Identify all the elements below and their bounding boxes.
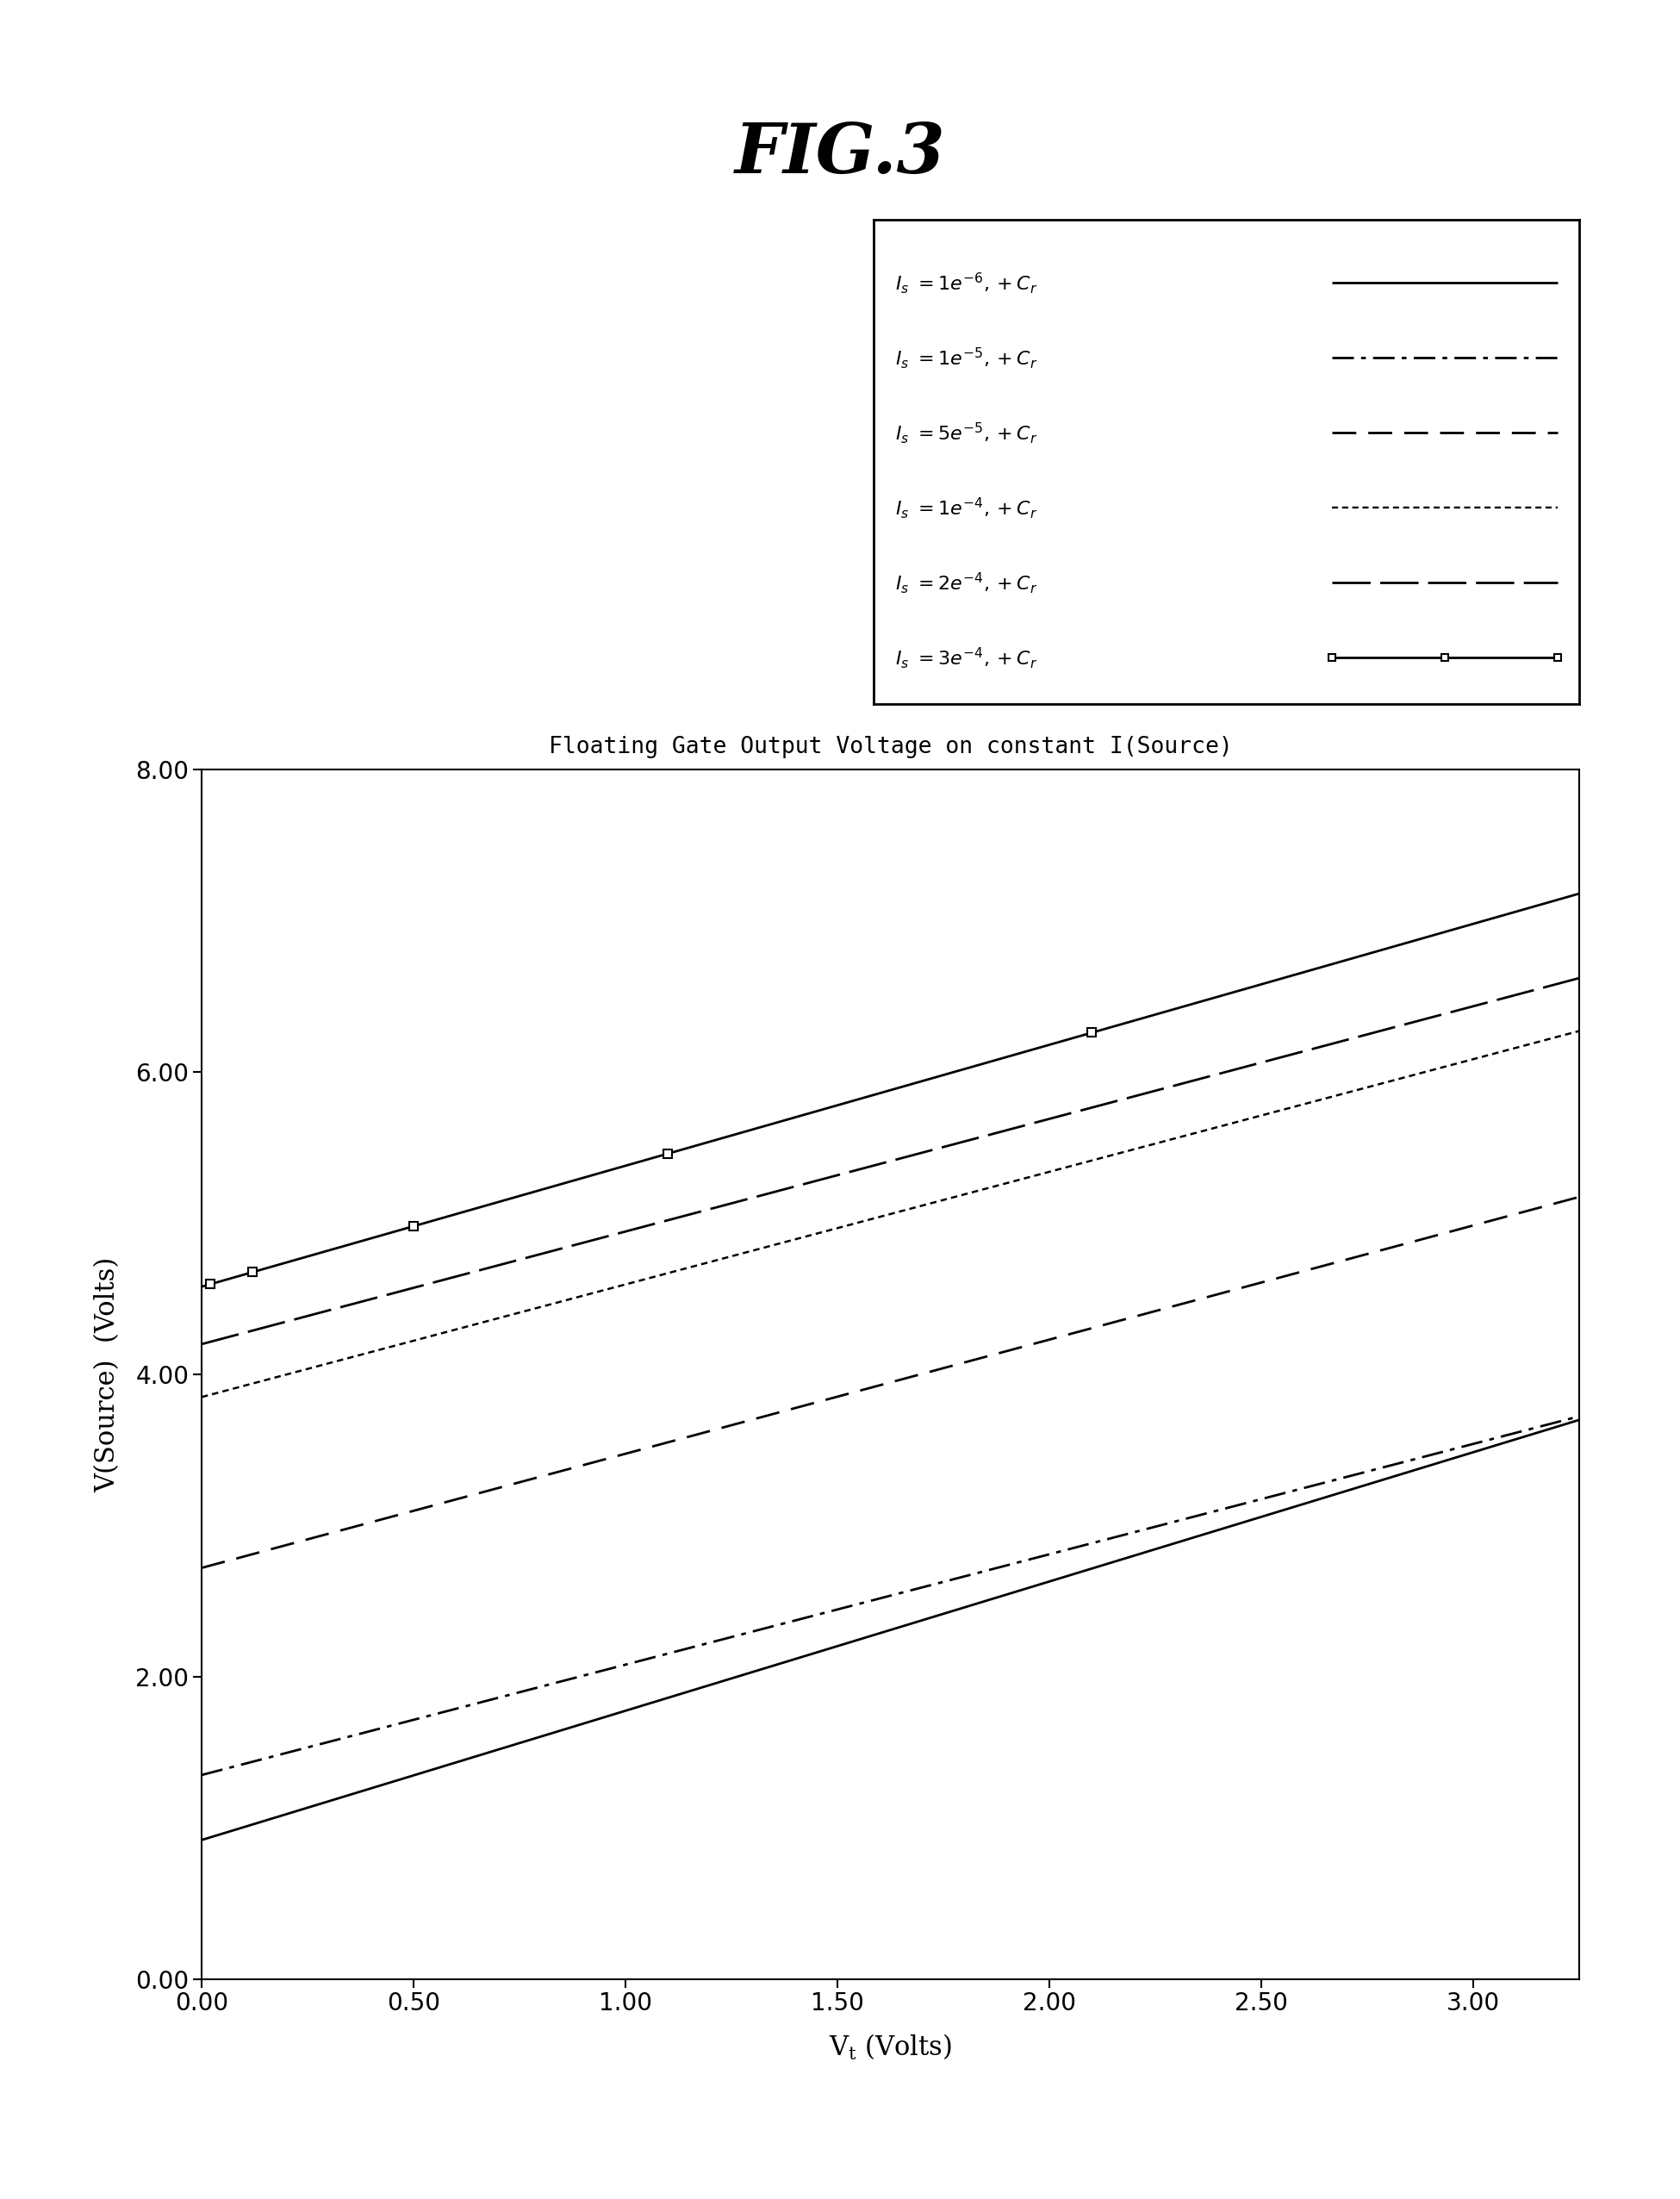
Text: $I_s\ =2e^{-4},+C_r$: $I_s\ =2e^{-4},+C_r$ — [895, 570, 1038, 596]
Text: $I_s\ =1e^{-5},+C_r$: $I_s\ =1e^{-5},+C_r$ — [895, 345, 1038, 369]
Text: $I_s\ =5e^{-5},+C_r$: $I_s\ =5e^{-5},+C_r$ — [895, 420, 1038, 444]
Text: $I_s\ =1e^{-4},+C_r$: $I_s\ =1e^{-4},+C_r$ — [895, 495, 1038, 521]
Text: $I_s\ =3e^{-4},+C_r$: $I_s\ =3e^{-4},+C_r$ — [895, 644, 1038, 671]
Text: FIG.3: FIG.3 — [734, 121, 946, 187]
Title: Floating Gate Output Voltage on constant I(Source): Floating Gate Output Voltage on constant… — [548, 737, 1233, 759]
Y-axis label: V(Source)  (Volts): V(Source) (Volts) — [94, 1256, 121, 1493]
X-axis label: $\mathregular{V_t}$ (Volts): $\mathregular{V_t}$ (Volts) — [828, 2032, 953, 2063]
Text: $I_s\ =1e^{-6},+C_r$: $I_s\ =1e^{-6},+C_r$ — [895, 270, 1038, 295]
